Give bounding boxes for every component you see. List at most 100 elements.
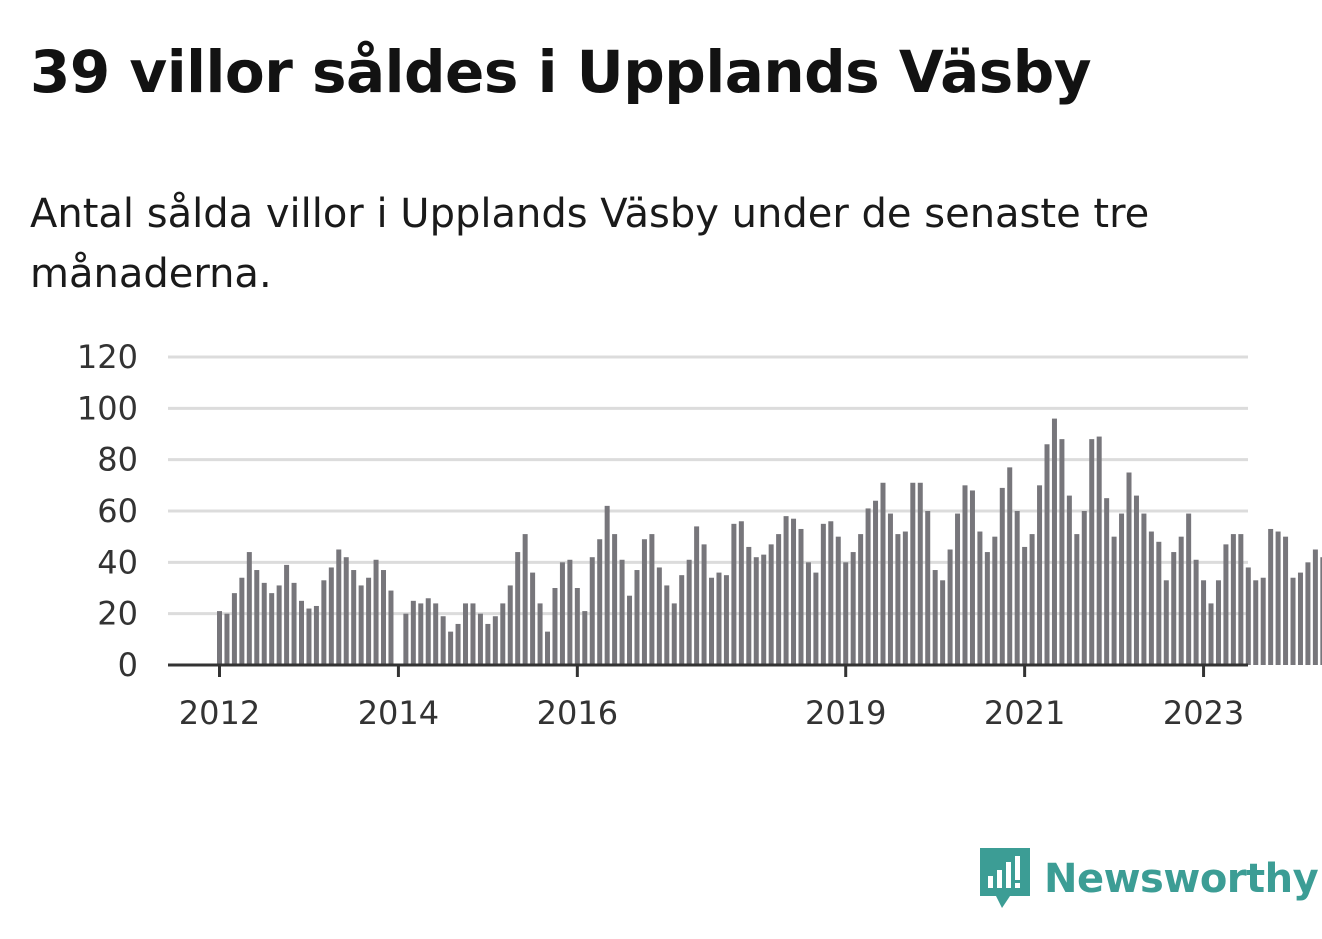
bar — [500, 603, 506, 665]
bar — [313, 605, 319, 665]
bar — [239, 577, 245, 665]
bar — [604, 505, 610, 665]
bar — [828, 521, 834, 665]
bar — [1312, 549, 1318, 665]
bar — [619, 559, 625, 665]
bar — [753, 557, 759, 665]
labels: 0204060801001202012201420162019202120232… — [77, 338, 1244, 732]
chart-title: 39 villor såldes i Upplands Väsby — [30, 38, 1092, 106]
bar — [1163, 580, 1169, 665]
bar — [791, 518, 797, 665]
x-tick-label-2012: 2012 — [179, 694, 260, 732]
bar — [805, 562, 811, 665]
bar — [641, 539, 647, 665]
x-tick-label-2019: 2019 — [805, 694, 886, 732]
bar — [336, 549, 342, 665]
bar — [373, 559, 379, 665]
bar — [1223, 544, 1229, 665]
bar — [969, 490, 975, 665]
bar — [1253, 580, 1259, 665]
bar — [917, 482, 923, 665]
bar — [1029, 534, 1035, 665]
bar — [522, 534, 528, 665]
bar — [686, 559, 692, 665]
y-tick-label-60: 60 — [97, 492, 138, 530]
bar — [716, 572, 722, 665]
bar — [1096, 436, 1102, 665]
bar — [485, 623, 491, 665]
bar — [999, 487, 1005, 665]
bar — [410, 600, 416, 665]
bar — [1201, 580, 1207, 665]
bar — [850, 552, 856, 665]
bar — [246, 552, 252, 665]
bar — [403, 613, 409, 665]
bar — [552, 588, 558, 665]
bar — [567, 559, 573, 665]
bar — [1111, 536, 1117, 665]
bar — [1066, 495, 1072, 665]
bar — [433, 603, 439, 665]
bar — [1007, 467, 1013, 665]
bar — [545, 631, 551, 665]
bar — [351, 570, 357, 665]
bar — [940, 580, 946, 665]
bar — [276, 585, 282, 665]
x-tick-label-2016: 2016 — [537, 694, 618, 732]
bar — [1238, 534, 1244, 665]
bar — [1081, 511, 1087, 665]
bar — [887, 513, 893, 665]
bar — [358, 585, 364, 665]
bar — [328, 567, 334, 665]
bars — [217, 418, 1322, 665]
bar — [723, 575, 729, 665]
bar — [291, 582, 297, 665]
bar — [440, 616, 446, 665]
bar — [1119, 513, 1125, 665]
bar — [343, 557, 349, 665]
bar — [530, 572, 536, 665]
axes — [168, 663, 1248, 677]
bar — [1014, 511, 1020, 665]
bar — [612, 534, 618, 665]
bar — [306, 608, 312, 665]
bar — [1186, 513, 1192, 665]
x-tick-label-2023: 2023 — [1163, 694, 1244, 732]
bar — [992, 536, 998, 665]
bar — [1074, 534, 1080, 665]
bar — [1133, 495, 1139, 665]
bar — [515, 552, 521, 665]
bar — [1193, 559, 1199, 665]
x-tick-label-2021: 2021 — [984, 694, 1065, 732]
chart-subtitle: Antal sålda villor i Upplands Väsby unde… — [30, 191, 1150, 297]
bar — [813, 572, 819, 665]
bar — [1215, 580, 1221, 665]
bar — [381, 570, 387, 665]
bar — [1230, 534, 1236, 665]
bar — [1297, 572, 1303, 665]
bar — [820, 523, 826, 665]
bar — [627, 595, 633, 665]
bar — [269, 593, 275, 665]
bar — [977, 531, 983, 665]
bar — [664, 585, 670, 665]
bar — [418, 603, 424, 665]
bar — [1022, 546, 1028, 665]
bar — [895, 534, 901, 665]
bar — [231, 593, 237, 665]
y-tick-label-0: 0 — [118, 646, 138, 684]
bar — [299, 600, 305, 665]
bar — [284, 564, 290, 665]
bar — [261, 582, 267, 665]
bar — [902, 531, 908, 665]
bar — [798, 528, 804, 665]
brand-name: Newsworthy — [1044, 856, 1319, 902]
bar — [880, 482, 886, 665]
bar — [746, 546, 752, 665]
bar — [731, 523, 737, 665]
bar — [955, 513, 961, 665]
bar — [947, 549, 953, 665]
bar — [656, 567, 662, 665]
bar — [932, 570, 938, 665]
